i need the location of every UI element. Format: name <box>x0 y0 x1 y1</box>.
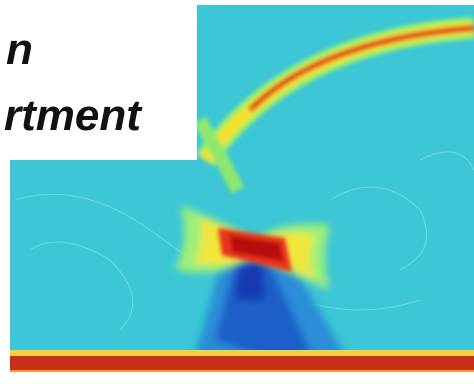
blue-cone <box>190 250 355 372</box>
caption-line: rtment <box>4 91 143 140</box>
arc-wave <box>193 17 474 194</box>
source-core <box>218 228 292 272</box>
bottom-band <box>10 350 474 372</box>
caption-line: n <box>6 25 33 74</box>
caption-box <box>0 0 196 160</box>
